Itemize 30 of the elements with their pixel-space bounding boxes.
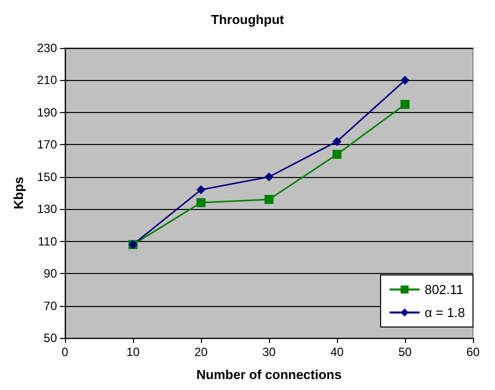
legend-label: α = 1.8	[424, 305, 466, 320]
y-tick-label: 210	[36, 73, 58, 88]
point	[264, 194, 274, 204]
point	[400, 76, 410, 85]
point	[264, 172, 274, 182]
point	[196, 185, 206, 194]
x-tick-label: 40	[330, 345, 344, 359]
point	[400, 100, 410, 109]
point	[332, 136, 342, 146]
y-axis-title: Kbps	[11, 176, 26, 210]
x-tick-label: 20	[194, 345, 208, 359]
chart-title: Throughput	[211, 12, 285, 27]
x-tick-label: 10	[126, 345, 140, 359]
y-tick-label: 230	[36, 41, 58, 55]
y-tick-label: 130	[36, 202, 58, 216]
point	[332, 150, 342, 159]
y-tick-label: 170	[36, 138, 58, 152]
y-tick-label: 90	[44, 266, 58, 281]
y-tick-label: 70	[44, 298, 58, 313]
x-tick-label: 0	[62, 345, 69, 359]
y-tick-label: 150	[36, 170, 58, 184]
legend-label: 802.11	[424, 282, 464, 297]
point	[196, 198, 206, 208]
y-tick-label: 110	[38, 234, 58, 248]
x-tick-label: 60	[466, 345, 480, 359]
y-tick-label: 50	[44, 331, 58, 345]
x-tick-label: 50	[398, 345, 412, 359]
x-tick-label: 30	[262, 345, 276, 359]
x-axis-title: Number of connections	[196, 367, 342, 382]
y-tick-label: 190	[36, 105, 58, 120]
